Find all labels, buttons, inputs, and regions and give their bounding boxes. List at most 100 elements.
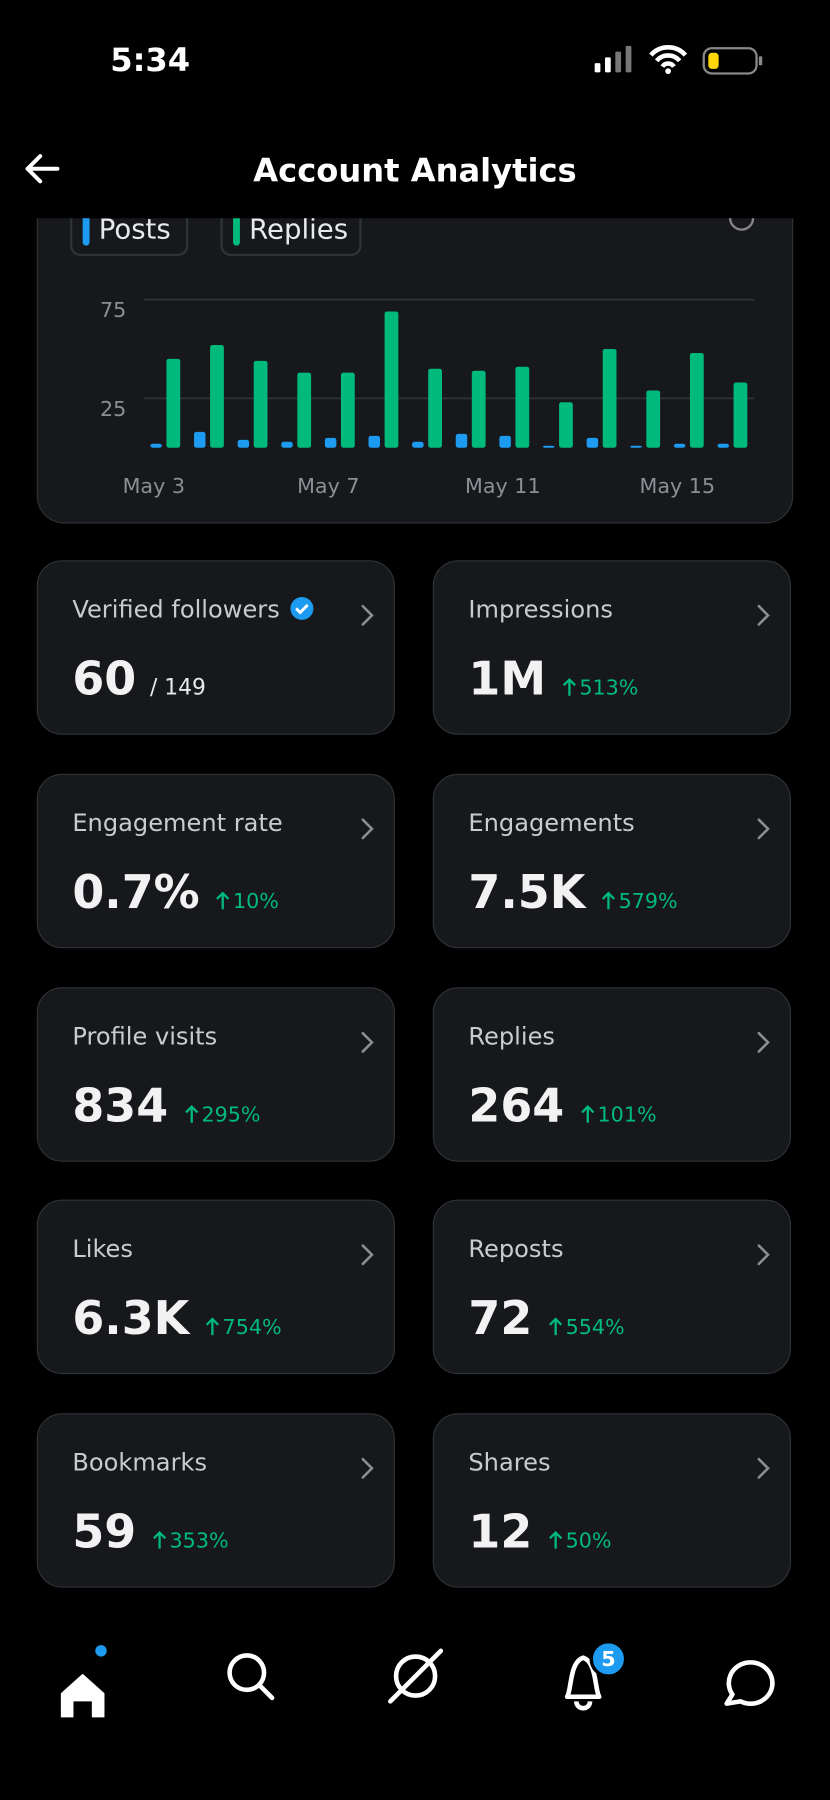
metric-label-text: Reposts bbox=[468, 1235, 564, 1264]
chevron bbox=[755, 1029, 771, 1059]
up-arrow bbox=[184, 1103, 201, 1127]
metric-value-text: 60 bbox=[72, 653, 137, 707]
metric-label-text: Replies bbox=[468, 1022, 555, 1050]
bar bbox=[237, 439, 250, 448]
x-tick-label: May 3 bbox=[123, 474, 185, 498]
metric-label-text: Likes bbox=[72, 1235, 133, 1264]
metric-label-text: Verified followers bbox=[72, 595, 280, 624]
bar bbox=[340, 372, 355, 448]
grok-tab[interactable] bbox=[388, 1648, 444, 1704]
metric-card[interactable]: Engagement rate 0.7% 10% bbox=[36, 773, 395, 949]
metric-change-text: 513% bbox=[579, 676, 639, 701]
bar bbox=[630, 445, 642, 448]
up-arrow bbox=[152, 1529, 169, 1553]
status-icons bbox=[594, 45, 763, 75]
metric-label-text: Shares bbox=[468, 1448, 551, 1477]
metric-card[interactable]: Reposts 72 554% bbox=[432, 1200, 791, 1375]
verified-badge bbox=[280, 596, 314, 624]
metric-card[interactable]: Bookmarks 59 353% bbox=[36, 1413, 395, 1588]
metric-label-text: Profile visits bbox=[72, 1022, 218, 1050]
up-arrow bbox=[601, 889, 618, 913]
metric-value-text: 1M bbox=[468, 653, 547, 707]
metric-change: 50% bbox=[548, 1529, 612, 1553]
up-arrow bbox=[548, 1529, 565, 1553]
metric-card[interactable]: Verified followers 60 / 149 bbox=[36, 560, 395, 735]
metric-value-text: 59 bbox=[72, 1506, 137, 1560]
metric-card[interactable]: Replies 264 101% bbox=[432, 986, 791, 1162]
search-tab[interactable] bbox=[227, 1653, 275, 1701]
chart-viewport: Posts Replies 25 75 May 3 May 7 May 11 May 15 bbox=[0, 218, 830, 539]
metric-value: 834 295% bbox=[72, 1080, 260, 1133]
metric-label-text: Impressions bbox=[468, 595, 613, 624]
metric-change: 579% bbox=[601, 889, 678, 914]
bar bbox=[368, 435, 380, 448]
metric-total: / 149 bbox=[150, 675, 206, 701]
metric-change: 513% bbox=[562, 676, 638, 700]
legend-box bbox=[220, 218, 362, 257]
metric-value: 7.5K 579% bbox=[468, 867, 677, 920]
metric-change: 10% bbox=[216, 889, 279, 914]
metric-change: 754% bbox=[205, 1316, 282, 1341]
bar bbox=[412, 441, 424, 448]
chevron bbox=[755, 1456, 771, 1486]
bar bbox=[281, 441, 293, 448]
metric-value-text: 0.7% bbox=[72, 866, 200, 920]
chevron bbox=[359, 603, 375, 633]
metric-card[interactable]: Shares 12 50% bbox=[432, 1413, 791, 1588]
up-arrow bbox=[205, 1316, 222, 1340]
metric-label-text: Engagement rate bbox=[72, 809, 283, 837]
chevron bbox=[755, 1243, 771, 1273]
metric-card[interactable]: Likes 6.3K 754% bbox=[36, 1200, 395, 1375]
bar bbox=[210, 345, 224, 448]
metric-card[interactable]: Engagements 7.5K 579% bbox=[432, 773, 791, 949]
bar bbox=[673, 443, 686, 448]
metric-change-text: 754% bbox=[222, 1316, 282, 1341]
metric-value: 1M 513% bbox=[468, 653, 638, 706]
metric-change: 295% bbox=[184, 1102, 261, 1127]
metric-label: Verified followers bbox=[72, 595, 314, 624]
legend-box bbox=[70, 218, 189, 257]
metric-value: 60 / 149 bbox=[72, 653, 206, 706]
legend-label: Posts bbox=[99, 218, 171, 246]
y-tick-label: 25 bbox=[100, 397, 126, 421]
metric-value-text: 7.5K bbox=[468, 866, 586, 920]
bar bbox=[733, 382, 748, 448]
bar bbox=[384, 311, 399, 448]
metric-value-text: 6.3K bbox=[72, 1293, 190, 1346]
metric-change-text: 554% bbox=[565, 1316, 625, 1341]
bar bbox=[499, 435, 511, 448]
metric-card[interactable]: Impressions 1M 513% bbox=[432, 560, 791, 735]
home-tab[interactable] bbox=[60, 1645, 107, 1718]
x-tick-label: May 7 bbox=[297, 474, 359, 498]
chevron bbox=[359, 816, 375, 846]
legend-swatch bbox=[82, 218, 90, 246]
bar bbox=[515, 366, 530, 448]
header: Account Analytics bbox=[0, 114, 830, 219]
x-tick-label: May 15 bbox=[640, 474, 716, 498]
chevron bbox=[755, 603, 771, 633]
chevron bbox=[359, 1029, 375, 1059]
metric-label: Shares bbox=[468, 1449, 550, 1477]
metric-value-text: 264 bbox=[468, 1079, 565, 1133]
metric-label: Reposts bbox=[468, 1236, 563, 1264]
back-button[interactable] bbox=[23, 152, 64, 186]
metric-change-text: 295% bbox=[201, 1102, 261, 1127]
bar bbox=[324, 437, 337, 448]
metric-value: 6.3K 754% bbox=[72, 1293, 281, 1346]
metric-label: Bookmarks bbox=[72, 1449, 207, 1477]
metric-label-text: Bookmarks bbox=[72, 1448, 208, 1477]
metric-label: Engagement rate bbox=[72, 809, 282, 837]
metric-card[interactable]: Profile visits 834 295% bbox=[36, 986, 395, 1162]
bar bbox=[455, 433, 468, 448]
messages-tab[interactable] bbox=[724, 1660, 775, 1706]
notifications-tab[interactable]: 5 bbox=[564, 1639, 628, 1711]
info-icon[interactable] bbox=[728, 218, 755, 231]
metric-change: 554% bbox=[548, 1316, 625, 1341]
bottom-nav: 5 bbox=[60, 1639, 775, 1718]
metric-change-text: 353% bbox=[169, 1529, 229, 1554]
bar bbox=[586, 437, 599, 448]
metric-value-text: 72 bbox=[468, 1293, 533, 1346]
bar bbox=[297, 372, 312, 448]
up-arrow bbox=[548, 1316, 565, 1340]
